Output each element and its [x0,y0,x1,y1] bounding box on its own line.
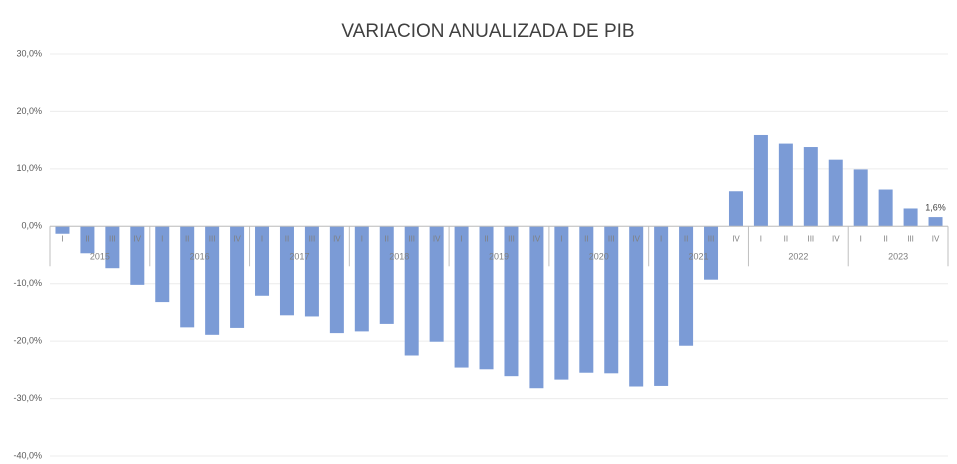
x-tick-label: I [860,234,862,243]
bar [354,226,369,332]
bar [728,191,743,227]
x-tick-label: III [608,234,615,243]
bar [479,226,494,370]
bar [155,226,170,303]
bar [429,226,444,342]
bar [205,226,220,335]
x-tick-label: III [807,234,814,243]
year-label: 2018 [389,252,409,262]
bar [504,226,519,377]
bar [105,226,120,269]
bar [404,226,419,356]
bar [255,226,270,296]
x-tick-label: II [883,234,887,243]
y-tick-label: -30,0% [13,393,42,403]
bar [180,226,195,328]
y-tick-label: 30,0% [16,48,42,58]
x-tick-label: II [385,234,389,243]
bar [753,134,768,227]
year-label: 2019 [489,252,509,262]
x-tick-label: II [684,234,688,243]
x-tick-label: I [61,234,63,243]
bar [279,226,294,316]
x-tick-label: III [109,234,116,243]
x-tick-label: IV [333,234,341,243]
x-tick-label: II [185,234,189,243]
bar [604,226,619,374]
x-tick-label: II [584,234,588,243]
x-tick-label: IV [433,234,441,243]
x-tick-label: I [560,234,562,243]
y-tick-label: 10,0% [16,163,42,173]
year-label: 2017 [289,252,309,262]
bar [529,226,544,389]
x-tick-label: I [161,234,163,243]
y-tick-label: -40,0% [13,450,42,460]
x-tick-label: IV [732,234,740,243]
bar [130,226,145,285]
data-label: 1,6% [925,202,946,212]
bar [379,226,394,324]
x-tick-label: III [309,234,316,243]
bar [878,189,893,227]
x-tick-label: I [760,234,762,243]
bar [629,226,644,387]
bar [803,147,818,227]
x-tick-label: IV [932,234,940,243]
y-tick-label: -10,0% [13,278,42,288]
x-tick-label: I [460,234,462,243]
year-label: 2015 [90,252,110,262]
x-tick-label: I [261,234,263,243]
year-label: 2016 [190,252,210,262]
x-tick-label: II [484,234,488,243]
bar [304,226,319,317]
x-tick-label: II [285,234,289,243]
bar [853,169,868,227]
year-label: 2022 [788,252,808,262]
year-label: 2023 [888,252,908,262]
chart-title: VARIACION ANUALIZADA DE PIB [341,21,634,42]
y-tick-label: 0,0% [21,221,42,231]
x-tick-label: II [784,234,788,243]
bar [654,226,669,386]
bar [230,226,245,328]
x-tick-label: IV [134,234,142,243]
bar [903,208,918,227]
year-label: 2021 [689,252,709,262]
bar [329,226,344,334]
bar [454,226,469,368]
bar [55,226,70,234]
x-tick-label: III [408,234,415,243]
x-tick-label: IV [832,234,840,243]
bar [579,226,594,373]
year-label: 2020 [589,252,609,262]
x-tick-label: I [361,234,363,243]
bar [778,143,793,227]
y-tick-label: 20,0% [16,106,42,116]
x-tick-label: III [508,234,515,243]
x-tick-label: IV [533,234,541,243]
bar [704,226,719,280]
x-tick-label: IV [233,234,241,243]
bar [80,226,95,254]
bar [554,226,569,380]
bar [679,226,694,346]
x-tick-label: IV [632,234,640,243]
bar [828,159,843,227]
bar [928,217,943,227]
x-tick-label: II [85,234,89,243]
x-tick-label: III [708,234,715,243]
x-tick-label: III [907,234,914,243]
x-tick-label: I [660,234,662,243]
y-tick-label: -20,0% [13,336,42,346]
x-tick-label: III [209,234,216,243]
